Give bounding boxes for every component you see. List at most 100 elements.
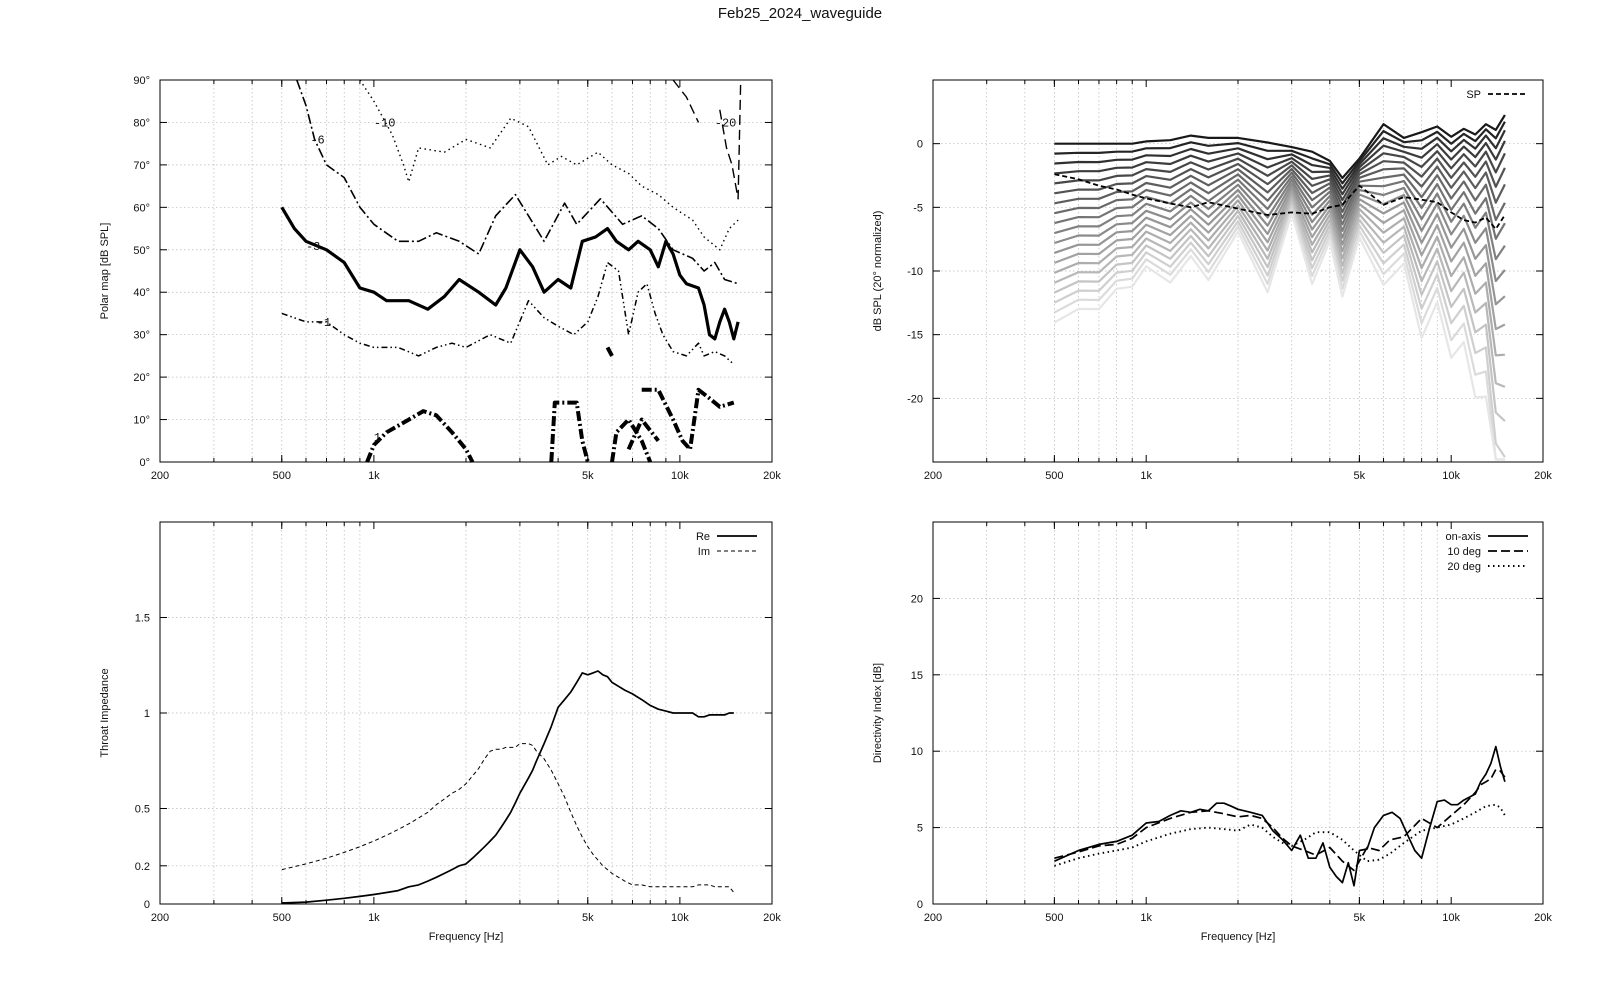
- polar-response-curve: [1053, 211, 1505, 461]
- polar-response-curve: [1053, 208, 1505, 461]
- plot-area-polar: -20 -10 -6 -3 -1 1: [280, 79, 742, 463]
- x-tick-label: 200: [924, 912, 942, 924]
- x-tick-label: 1k: [1140, 912, 1152, 924]
- polar-response-curve: [1053, 193, 1505, 357]
- contour-label: -3: [306, 240, 320, 254]
- y-tick-label: 70°: [133, 160, 150, 172]
- contour-line: [672, 79, 700, 123]
- x-tick-label: 10k: [1442, 470, 1460, 482]
- y-tick-label: 0°: [139, 457, 150, 469]
- contour-label: -20: [715, 117, 737, 131]
- polar-response-curve: [1054, 129, 1506, 190]
- y-tick-label: 0: [917, 139, 923, 151]
- y-tick-label: 20: [911, 593, 923, 605]
- polar-response-curve: [1054, 165, 1506, 213]
- contour-line: [365, 409, 475, 463]
- contour-line: [610, 417, 653, 463]
- plot-area-di: [1054, 745, 1506, 887]
- polar-response-curve: [1054, 178, 1506, 261]
- figure-title: Feb25_2024_waveguide: [717, 5, 883, 22]
- polar-response-curve: [1054, 186, 1506, 306]
- x-tick-label: 20k: [1534, 470, 1552, 482]
- x-tick-label: 500: [1045, 912, 1063, 924]
- polar-response-curve: [1054, 171, 1506, 222]
- plot-frame: [159, 521, 773, 905]
- polar-response-curve: [1054, 175, 1506, 240]
- y-tick-label: 50°: [133, 245, 150, 257]
- polar-response-curve: [1053, 197, 1506, 388]
- series-line-0: [281, 670, 734, 904]
- x-tick-label: 1k: [368, 912, 380, 924]
- legend-entry-label: on-axis: [1446, 531, 1482, 543]
- contour-line: [296, 79, 739, 285]
- y-tick-label: 30°: [133, 330, 150, 342]
- chart-fr: -20 -15 -10 -5 0 200 500 1k 5k 10k 20k dB SPL (20° …: [872, 79, 1552, 482]
- polar-response-curve: [1054, 114, 1506, 180]
- contour-line: [281, 261, 735, 365]
- chart-imp: 0 0.2 0.5 1 1.5 200 500 1k 5k 10k 20k Throat Impeda…: [99, 521, 781, 943]
- x-tick-label: 500: [1045, 470, 1063, 482]
- polar-response-curve: [1053, 200, 1506, 422]
- y-tick-label: 0.5: [135, 804, 150, 816]
- polar-response-curve: [1054, 189, 1506, 331]
- legend-entry-label: 20 deg: [1447, 561, 1481, 573]
- y-tick-label: 15: [911, 670, 923, 682]
- y-tick-label: 1: [144, 708, 150, 720]
- series-line-0: [1054, 745, 1506, 887]
- contour-line: [719, 79, 742, 200]
- y-axis-label: Directivity Index [dB]: [872, 663, 884, 763]
- x-tick-label: 200: [151, 470, 169, 482]
- y-tick-label: 0: [917, 899, 923, 911]
- y-tick-label: 10: [911, 746, 923, 758]
- x-tick-label: 200: [924, 470, 942, 482]
- x-tick-label: 1k: [1140, 470, 1152, 482]
- contour-label: -10: [374, 117, 396, 131]
- y-tick-label: 90°: [133, 75, 150, 87]
- plot-frame: [932, 521, 1544, 905]
- y-tick-label: 0.2: [135, 861, 150, 873]
- plot-area-imp: [281, 670, 735, 904]
- x-tick-label: 5k: [1354, 912, 1366, 924]
- chart-polar: 0° 10° 20° 30° 40° 50° 60° 70° 80° 90° 200 500 1k 5k 1…: [99, 75, 781, 482]
- x-tick-label: 500: [273, 470, 291, 482]
- series-line-1: [1054, 768, 1506, 872]
- contour-line: [605, 346, 614, 357]
- contour-label: 1: [374, 431, 381, 445]
- y-tick-label: 0: [144, 899, 150, 911]
- plot-frame: [932, 79, 1544, 463]
- polar-response-curve: [1054, 157, 1506, 207]
- y-tick-label: 60°: [133, 202, 150, 214]
- y-axis-label: dB SPL (20° normalized): [872, 211, 884, 332]
- contour-line: [280, 206, 740, 341]
- x-tick-label: 20k: [1534, 912, 1552, 924]
- x-tick-label: 500: [273, 912, 291, 924]
- y-tick-label: 40°: [133, 287, 150, 299]
- polar-response-curve: [1054, 140, 1506, 196]
- chart-di: 0 5 10 15 20 200 500 1k 5k 10k 20k Directivity Inde…: [872, 521, 1552, 943]
- contour-line: [626, 417, 660, 451]
- plot-area-fr: [1053, 114, 1506, 461]
- x-tick-label: 5k: [1354, 470, 1366, 482]
- x-tick-label: 5k: [582, 912, 594, 924]
- x-tick-label: 200: [151, 912, 169, 924]
- x-tick-label: 10k: [671, 912, 689, 924]
- contour-line: [359, 79, 739, 251]
- sp-curve: [1054, 173, 1506, 231]
- legend-entry-label: 10 deg: [1447, 546, 1481, 558]
- y-axis-label: Polar map [dB SPL]: [99, 223, 111, 320]
- x-tick-label: 10k: [671, 470, 689, 482]
- plot-frame: [159, 79, 773, 463]
- y-tick-label: 10°: [133, 415, 150, 427]
- polar-response-curve: [1054, 150, 1506, 202]
- y-tick-label: 20°: [133, 372, 150, 384]
- y-tick-label: -15: [907, 330, 923, 342]
- y-axis-label: Throat Impedance: [99, 668, 111, 757]
- polar-response-curve: [1054, 121, 1506, 185]
- legend-entry-label: SP: [1466, 89, 1481, 101]
- y-tick-label: -10: [907, 266, 923, 278]
- x-tick-label: 1k: [368, 470, 380, 482]
- y-tick-label: 1.5: [135, 613, 150, 625]
- x-tick-label: 5k: [582, 470, 594, 482]
